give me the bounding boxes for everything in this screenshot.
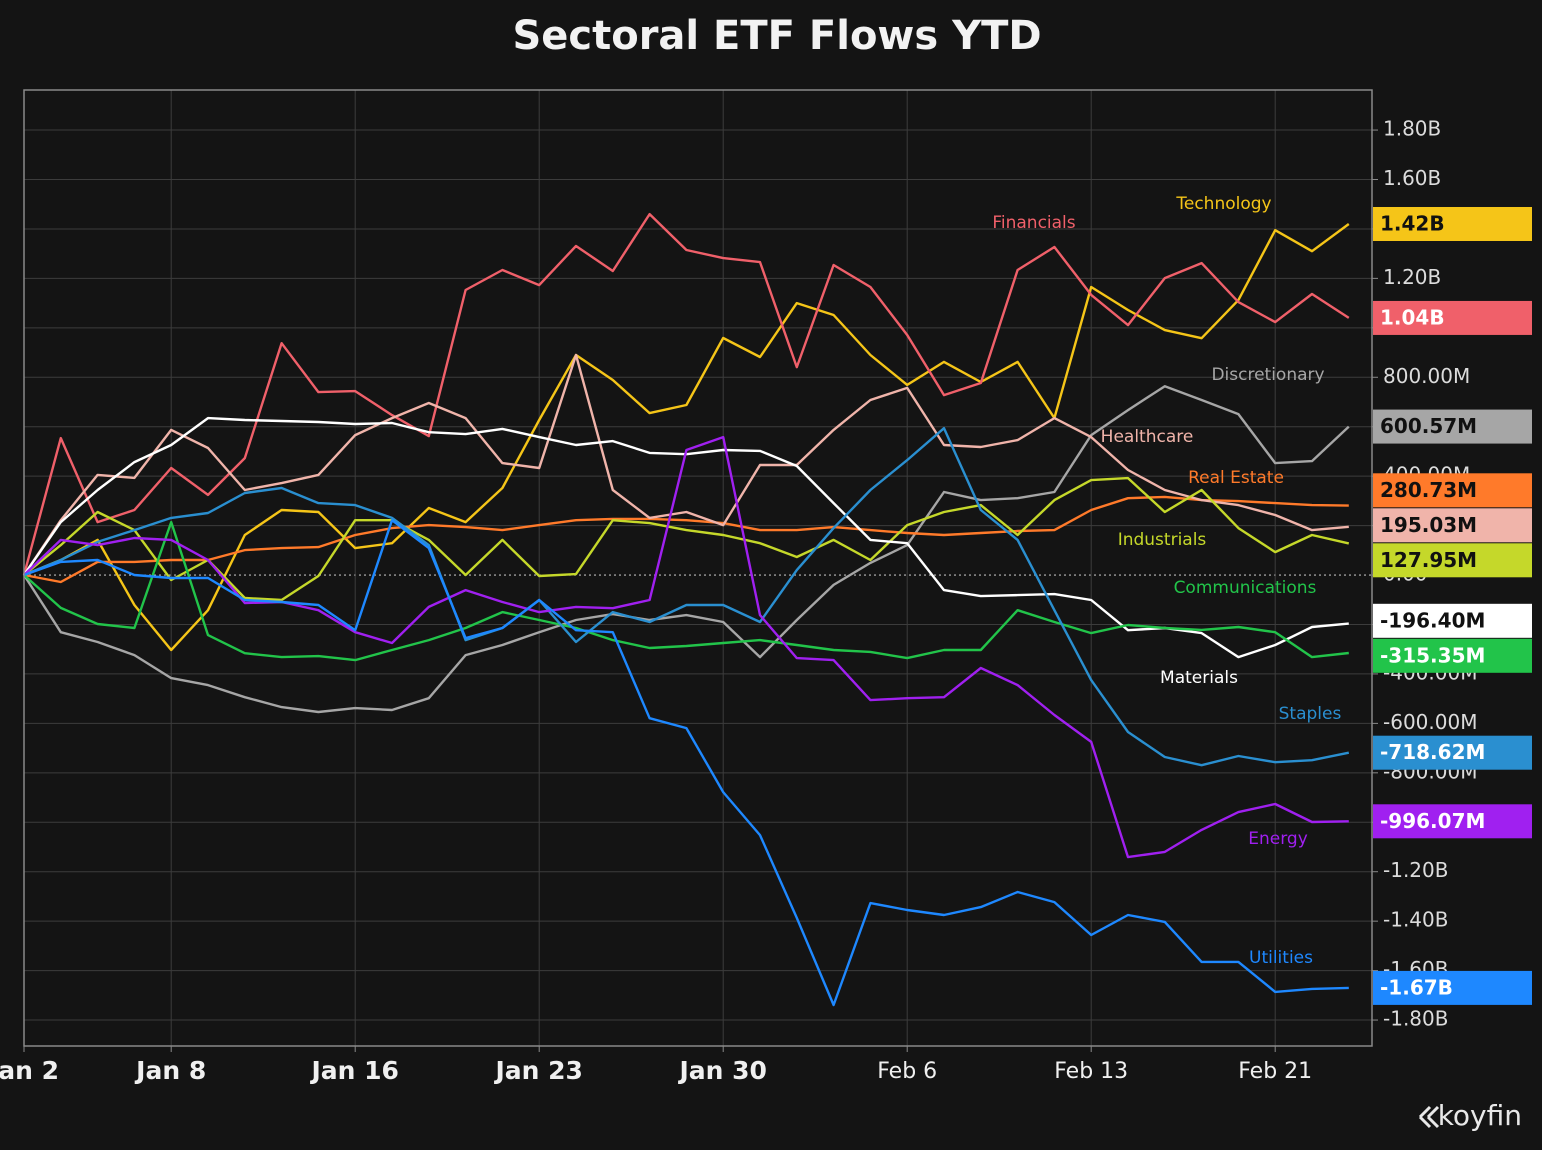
- series-line: [23, 353, 1349, 576]
- x-tick-label: Feb 21: [1238, 1059, 1312, 1084]
- series-name: Discretionary: [1211, 365, 1324, 385]
- series-name: Materials: [1160, 668, 1238, 688]
- x-tick-label: Jan 30: [677, 1056, 766, 1085]
- value-badge: [1373, 638, 1532, 673]
- axis: 1.80B1.60B1.40B1.20B1.00B800.00M600.00M4…: [0, 117, 1477, 1085]
- series-name: Real Estate: [1188, 468, 1284, 488]
- logo-icon: [1418, 1105, 1440, 1129]
- value-badge-label: 280.73M: [1380, 478, 1477, 502]
- series-line: [22, 385, 1350, 714]
- x-tick-label: Jan 8: [134, 1056, 206, 1085]
- value-badge-label: 600.57M: [1380, 414, 1477, 438]
- x-tick-label: Feb 13: [1054, 1059, 1128, 1084]
- value-badge-label: -996.07M: [1380, 809, 1485, 833]
- value-badge-label: 127.95M: [1380, 548, 1477, 572]
- value-badge-label: 1.04B: [1380, 305, 1445, 329]
- series-name: Financials: [992, 213, 1075, 233]
- value-badge-label: 1.42B: [1380, 211, 1445, 235]
- y-tick-label: -1.20B: [1383, 858, 1448, 882]
- x-tick-label: Jan 2: [0, 1056, 59, 1085]
- value-badge-label: -1.67B: [1380, 975, 1453, 999]
- chart-title: Sectoral ETF Flows YTD: [512, 13, 1041, 59]
- value-badge: [1373, 508, 1532, 543]
- y-tick-label: -1.80B: [1383, 1007, 1448, 1031]
- series-line: [23, 223, 1350, 652]
- series-line: [23, 476, 1350, 602]
- value-badge: [1373, 804, 1532, 839]
- value-badge: [1373, 543, 1532, 578]
- series-line: [23, 495, 1349, 584]
- value-badge-label: 195.03M: [1380, 513, 1477, 537]
- series-name: Industrials: [1118, 530, 1207, 550]
- y-tick-label: 1.20B: [1383, 265, 1441, 289]
- x-tick-label: Feb 6: [877, 1059, 937, 1084]
- value-badge: [1373, 409, 1532, 444]
- series-name: Staples: [1279, 704, 1342, 724]
- y-tick-label: 1.80B: [1383, 117, 1441, 141]
- value-badge: [1373, 603, 1532, 638]
- value-badge-label: -718.62M: [1380, 740, 1485, 764]
- plot-frame: [23, 89, 1373, 1047]
- series-line: [22, 212, 1350, 576]
- series-name: Communications: [1174, 578, 1317, 598]
- series-name: Energy: [1248, 829, 1308, 849]
- grid: [24, 90, 1372, 1046]
- value-badge: [1373, 300, 1532, 335]
- x-tick-label: Jan 23: [493, 1056, 582, 1085]
- lines: Technology Financials Discretionary Real Es…: [22, 194, 1350, 1007]
- series-name: Utilities: [1249, 948, 1313, 968]
- y-tick-label: -600.00M: [1383, 710, 1477, 734]
- series-line: [23, 435, 1349, 859]
- y-tick-label: -1.40B: [1383, 908, 1448, 932]
- y-tick-label: 800.00M: [1383, 364, 1470, 388]
- series-name: Technology: [1175, 194, 1271, 214]
- watermark: koyfin: [1438, 1099, 1522, 1132]
- y-tick-label: 1.60B: [1383, 166, 1441, 190]
- value-badge: [1373, 473, 1532, 508]
- value-badge: [1373, 206, 1532, 241]
- x-tick-label: Jan 16: [309, 1056, 398, 1085]
- series-line: [23, 519, 1349, 1007]
- series-name: Healthcare: [1101, 427, 1194, 447]
- value-badge: [1373, 970, 1532, 1005]
- value-badge-label: -315.35M: [1380, 643, 1485, 667]
- value-badge: [1373, 735, 1532, 770]
- series-line: [23, 520, 1349, 662]
- series-line: [23, 427, 1350, 767]
- value-badge-label: -196.40M: [1380, 608, 1485, 632]
- badges: 1.42B 1.04B 600.57M 280.73M 195.03M 127.95M -1…: [1373, 206, 1532, 1005]
